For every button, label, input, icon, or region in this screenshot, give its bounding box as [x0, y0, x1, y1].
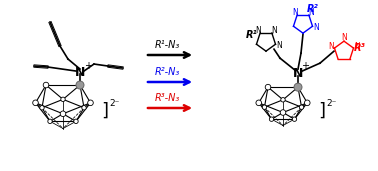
Text: R¹: R¹ [246, 30, 258, 40]
Text: R²-N₃: R²-N₃ [155, 67, 180, 77]
Circle shape [82, 106, 86, 110]
Text: N: N [313, 23, 319, 32]
Text: N: N [328, 42, 334, 51]
Circle shape [280, 110, 286, 115]
Text: 2⁻: 2⁻ [109, 100, 119, 109]
Circle shape [299, 105, 304, 109]
Circle shape [74, 119, 78, 123]
Text: N: N [255, 26, 261, 35]
Circle shape [40, 106, 44, 110]
Text: N: N [271, 26, 277, 35]
Circle shape [88, 100, 93, 106]
Circle shape [33, 100, 38, 106]
Circle shape [295, 84, 301, 90]
Text: ]: ] [101, 102, 108, 120]
Circle shape [61, 97, 65, 102]
Text: N: N [308, 8, 314, 17]
Text: N: N [341, 33, 347, 42]
Text: +: + [301, 61, 309, 71]
Text: +: + [84, 61, 92, 71]
Circle shape [265, 84, 271, 90]
Circle shape [48, 119, 52, 123]
Circle shape [294, 83, 302, 91]
Circle shape [77, 82, 83, 88]
Circle shape [281, 98, 285, 102]
Text: N: N [293, 67, 303, 80]
Circle shape [270, 117, 274, 121]
Text: R³: R³ [354, 43, 366, 53]
Text: R²: R² [307, 4, 319, 14]
Text: R³-N₃: R³-N₃ [155, 93, 180, 103]
Circle shape [304, 100, 310, 106]
Circle shape [292, 117, 297, 121]
Circle shape [262, 105, 266, 109]
Text: N: N [276, 41, 282, 50]
Text: ]: ] [318, 102, 325, 120]
Text: N: N [354, 42, 360, 51]
Circle shape [256, 100, 262, 106]
Text: 2⁻: 2⁻ [326, 100, 336, 109]
Circle shape [76, 81, 84, 89]
Circle shape [43, 82, 49, 88]
Text: R¹-N₃: R¹-N₃ [155, 40, 180, 50]
Text: N: N [292, 8, 298, 17]
Text: N: N [75, 65, 85, 78]
Circle shape [60, 111, 66, 117]
